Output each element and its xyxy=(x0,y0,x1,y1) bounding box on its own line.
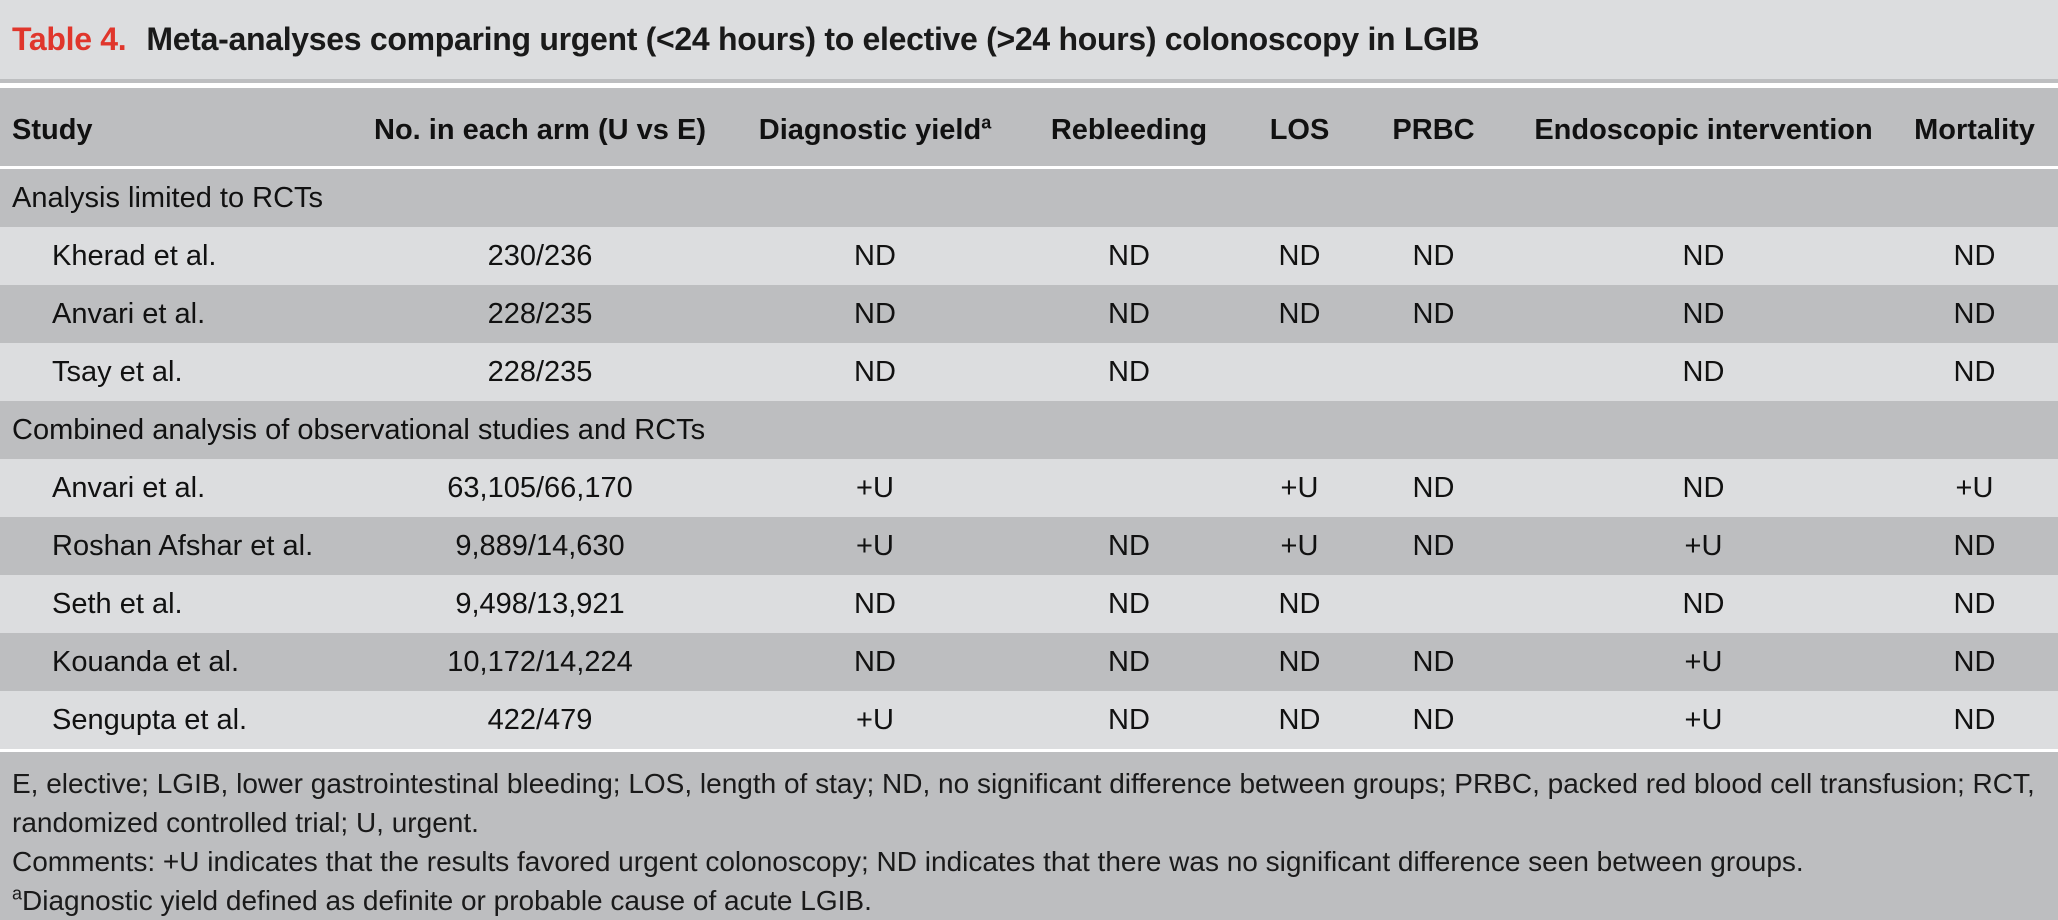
diagnostic-yield-cell: +U xyxy=(740,691,1010,749)
table-title: Meta-analyses comparing urgent (<24 hour… xyxy=(146,21,1480,57)
table-row: Kouanda et al. 10,172/14,224 ND ND ND ND… xyxy=(0,633,2058,691)
header-row: Study No. in each arm (U vs E) Diagnosti… xyxy=(0,88,2058,166)
rebleeding-cell: ND xyxy=(1010,227,1248,285)
col-header-prbc: PRBC xyxy=(1351,88,1516,166)
table-row: Tsay et al. 228/235 ND ND ND ND xyxy=(0,343,2058,401)
table-footnotes: E, elective; LGIB, lower gastrointestina… xyxy=(0,749,2058,920)
mortality-cell: +U xyxy=(1891,459,2058,517)
mortality-cell: ND xyxy=(1891,343,2058,401)
study-cell: Seth et al. xyxy=(0,575,340,633)
section-row-rcts: Analysis limited to RCTs xyxy=(0,169,2058,227)
endoscopic-intervention-cell: ND xyxy=(1516,459,1891,517)
diagnostic-yield-cell: ND xyxy=(740,285,1010,343)
col-header-mortality: Mortality xyxy=(1891,88,2058,166)
diagnostic-yield-cell: ND xyxy=(740,227,1010,285)
arm-cell: 9,889/14,630 xyxy=(340,517,740,575)
table-row: Roshan Afshar et al. 9,889/14,630 +U ND … xyxy=(0,517,2058,575)
endoscopic-intervention-cell: +U xyxy=(1516,691,1891,749)
abbreviations-note: E, elective; LGIB, lower gastrointestina… xyxy=(12,768,2035,838)
endoscopic-intervention-cell: ND xyxy=(1516,575,1891,633)
rebleeding-cell: ND xyxy=(1010,691,1248,749)
study-cell: Kouanda et al. xyxy=(0,633,340,691)
section-label: Combined analysis of observational studi… xyxy=(0,401,2058,459)
arm-cell: 422/479 xyxy=(340,691,740,749)
col-header-diagnostic-yield: Diagnostic yielda xyxy=(740,88,1010,166)
mortality-cell: ND xyxy=(1891,227,2058,285)
rebleeding-cell: ND xyxy=(1010,633,1248,691)
los-cell: ND xyxy=(1248,691,1351,749)
table-title-band: Table 4. Meta-analyses comparing urgent … xyxy=(0,0,2058,79)
study-cell: Anvari et al. xyxy=(0,459,340,517)
diagnostic-yield-cell: +U xyxy=(740,517,1010,575)
mortality-cell: ND xyxy=(1891,633,2058,691)
diagnostic-yield-cell: ND xyxy=(740,343,1010,401)
arm-cell: 228/235 xyxy=(340,285,740,343)
arm-cell: 230/236 xyxy=(340,227,740,285)
table-row: Kherad et al. 230/236 ND ND ND ND ND ND xyxy=(0,227,2058,285)
table-row: Seth et al. 9,498/13,921 ND ND ND ND ND xyxy=(0,575,2058,633)
study-cell: Tsay et al. xyxy=(0,343,340,401)
table-row: Anvari et al. 228/235 ND ND ND ND ND ND xyxy=(0,285,2058,343)
rebleeding-cell xyxy=(1010,459,1248,517)
meta-analyses-table: Study No. in each arm (U vs E) Diagnosti… xyxy=(0,88,2058,749)
study-cell: Kherad et al. xyxy=(0,227,340,285)
col-header-endoscopic-intervention: Endoscopic intervention xyxy=(1516,88,1891,166)
prbc-cell: ND xyxy=(1351,227,1516,285)
los-cell xyxy=(1248,343,1351,401)
comments-note: Comments: +U indicates that the results … xyxy=(12,846,1804,877)
section-row-combined: Combined analysis of observational studi… xyxy=(0,401,2058,459)
footnote-a: aDiagnostic yield defined as definite or… xyxy=(12,881,2046,920)
table-label: Table 4. xyxy=(12,21,127,57)
mortality-cell: ND xyxy=(1891,517,2058,575)
table-row: Sengupta et al. 422/479 +U ND ND ND +U N… xyxy=(0,691,2058,749)
rebleeding-cell: ND xyxy=(1010,285,1248,343)
prbc-cell xyxy=(1351,575,1516,633)
endoscopic-intervention-cell: ND xyxy=(1516,343,1891,401)
footnote-marker-a: a xyxy=(981,111,992,132)
rebleeding-cell: ND xyxy=(1010,343,1248,401)
col-header-los: LOS xyxy=(1248,88,1351,166)
study-cell: Roshan Afshar et al. xyxy=(0,517,340,575)
col-header-rebleeding: Rebleeding xyxy=(1010,88,1248,166)
col-header-study: Study xyxy=(0,88,340,166)
arm-cell: 10,172/14,224 xyxy=(340,633,740,691)
mortality-cell: ND xyxy=(1891,285,2058,343)
los-cell: +U xyxy=(1248,459,1351,517)
endoscopic-intervention-cell: +U xyxy=(1516,517,1891,575)
prbc-cell xyxy=(1351,343,1516,401)
diagnostic-yield-cell: ND xyxy=(740,575,1010,633)
col-header-arm: No. in each arm (U vs E) xyxy=(340,88,740,166)
diagnostic-yield-cell: +U xyxy=(740,459,1010,517)
study-cell: Anvari et al. xyxy=(0,285,340,343)
los-cell: ND xyxy=(1248,575,1351,633)
diagnostic-yield-label: Diagnostic yield xyxy=(758,113,982,146)
endoscopic-intervention-cell: +U xyxy=(1516,633,1891,691)
prbc-cell: ND xyxy=(1351,285,1516,343)
arm-cell: 63,105/66,170 xyxy=(340,459,740,517)
header-top-rule xyxy=(0,83,2058,88)
table-row: Anvari et al. 63,105/66,170 +U +U ND ND … xyxy=(0,459,2058,517)
mortality-cell: ND xyxy=(1891,575,2058,633)
arm-cell: 9,498/13,921 xyxy=(340,575,740,633)
prbc-cell: ND xyxy=(1351,459,1516,517)
rebleeding-cell: ND xyxy=(1010,575,1248,633)
rebleeding-cell: ND xyxy=(1010,517,1248,575)
footnote-a-marker: a xyxy=(12,883,23,904)
prbc-cell: ND xyxy=(1351,691,1516,749)
study-cell: Sengupta et al. xyxy=(0,691,340,749)
los-cell: ND xyxy=(1248,633,1351,691)
mortality-cell: ND xyxy=(1891,691,2058,749)
los-cell: +U xyxy=(1248,517,1351,575)
los-cell: ND xyxy=(1248,227,1351,285)
prbc-cell: ND xyxy=(1351,517,1516,575)
footnote-a-text: Diagnostic yield defined as definite or … xyxy=(22,885,872,916)
header-bottom-rule xyxy=(0,166,2058,169)
endoscopic-intervention-cell: ND xyxy=(1516,285,1891,343)
los-cell: ND xyxy=(1248,285,1351,343)
arm-cell: 228/235 xyxy=(340,343,740,401)
diagnostic-yield-cell: ND xyxy=(740,633,1010,691)
prbc-cell: ND xyxy=(1351,633,1516,691)
endoscopic-intervention-cell: ND xyxy=(1516,227,1891,285)
section-label: Analysis limited to RCTs xyxy=(0,169,2058,227)
